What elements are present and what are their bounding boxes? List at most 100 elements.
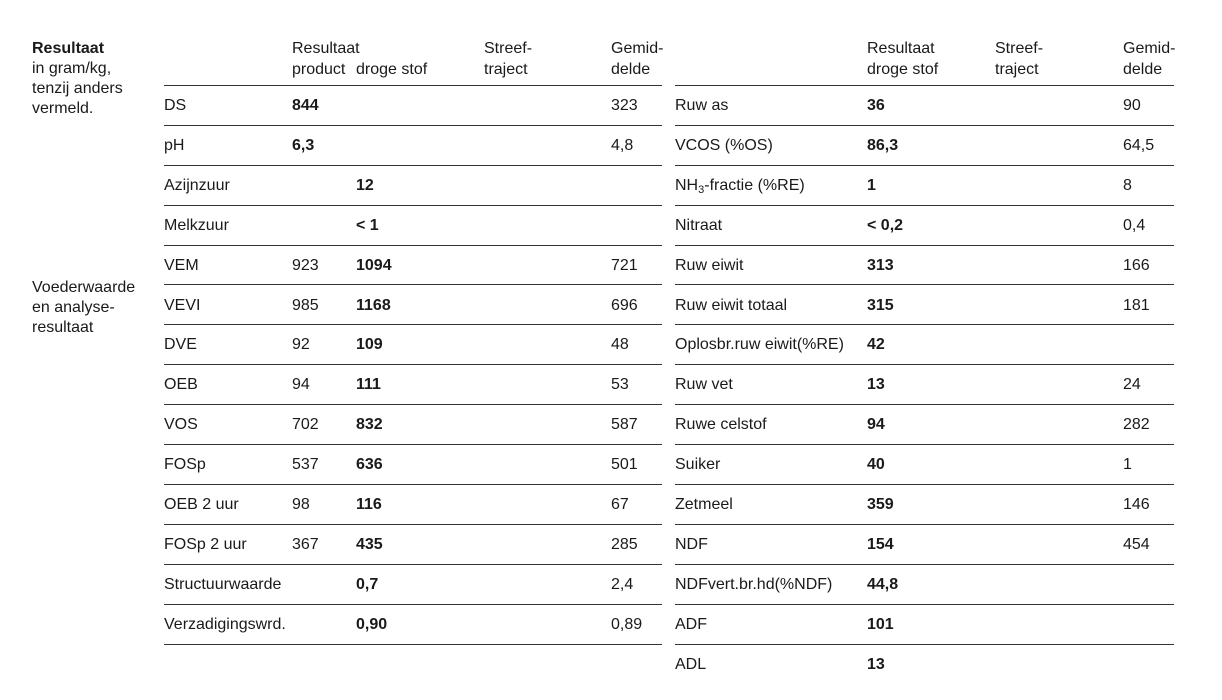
average-value: 454 — [1123, 535, 1150, 553]
average-value: 67 — [611, 496, 629, 513]
left-header-target: Streef- traject — [484, 38, 532, 80]
table-row: ADL 13 — [675, 645, 1174, 684]
table-row: Ruw eiwit totaal 315 181 — [675, 286, 1174, 326]
average-value: 696 — [611, 296, 638, 314]
header-average-l2: delde — [611, 61, 651, 78]
average-value: 282 — [1123, 416, 1150, 434]
average-value: 0,4 — [1123, 216, 1146, 234]
header-target-l2: traject — [484, 61, 528, 78]
average-value: 166 — [1123, 256, 1150, 274]
dry-matter-value: 1168 — [356, 296, 391, 314]
dry-matter-value: 101 — [867, 615, 894, 633]
dry-matter-value: 435 — [356, 535, 383, 553]
row-label: DS — [164, 97, 187, 114]
left-header-average: Gemid- delde — [611, 38, 663, 80]
dry-matter-value: 111 — [356, 376, 381, 394]
header-average-l1: Gemid- — [611, 40, 664, 57]
dry-matter-value: 1094 — [356, 256, 392, 274]
table-row: Structuurwaarde 0,7 2,4 — [164, 565, 662, 605]
row-label: Ruw as — [675, 97, 729, 114]
row-label: Ruw vet — [675, 376, 733, 394]
row-label: NH3-fractie (%RE) — [675, 176, 805, 196]
row-label: FOSp — [164, 456, 206, 474]
row-label: Ruw eiwit totaal — [675, 296, 788, 314]
dry-matter-value: < 1 — [356, 216, 379, 234]
table-row: Melkzuur < 1 — [164, 206, 662, 246]
dry-matter-value: 359 — [867, 496, 894, 513]
table-row: Azijnzuur 12 — [164, 166, 662, 206]
row-label: OEB — [164, 376, 198, 394]
row-label: Verzadigingswrd. — [164, 615, 286, 633]
table-row: Verzadigingswrd. 0,90 0,89 — [164, 605, 662, 645]
table-row: NDF 154 454 — [675, 525, 1174, 565]
average-value: 146 — [1123, 496, 1150, 513]
average-value: 8 — [1123, 176, 1132, 194]
dry-matter-value: 0,90 — [356, 615, 388, 633]
dry-matter-value: 12 — [356, 176, 374, 194]
average-value: 24 — [1123, 376, 1141, 394]
product-value: 923 — [292, 256, 319, 274]
product-value: 367 — [292, 535, 319, 553]
dry-matter-value: 13 — [867, 376, 885, 394]
dry-matter-value: 116 — [356, 496, 382, 513]
table-row: OEB 2 uur 98 116 67 — [164, 485, 662, 525]
product-value: 537 — [292, 456, 319, 474]
result-title: Resultaat — [32, 40, 105, 57]
dry-matter-value: 0,7 — [356, 575, 379, 593]
right-header-result: Resultaat droge stof — [867, 38, 938, 80]
feed-note-line: en analyse- — [32, 299, 115, 316]
table-row: Ruw as 36 90 — [675, 86, 1174, 126]
row-label: OEB 2 uur — [164, 496, 239, 513]
average-value: 2,4 — [611, 575, 634, 593]
dry-matter-value: 86,3 — [867, 136, 899, 154]
header-dry-matter: droge stof — [356, 61, 428, 78]
result-note-line: tenzij anders — [32, 80, 123, 97]
dry-matter-value: 154 — [867, 535, 894, 553]
average-value: 285 — [611, 535, 638, 553]
row-label: Nitraat — [675, 216, 723, 234]
table-row: FOSp 537 636 501 — [164, 445, 662, 485]
dry-matter-value: 1 — [867, 176, 876, 194]
dry-matter-value: 313 — [867, 256, 894, 274]
header-target-l1: Streef- — [484, 40, 533, 57]
dry-matter-value: 44,8 — [867, 575, 899, 593]
table-row: VEVI 985 1168 696 — [164, 286, 662, 326]
dry-matter-value: 36 — [867, 97, 885, 114]
average-value: 501 — [611, 456, 638, 474]
table-row: NH3-fractie (%RE) 1 8 — [675, 166, 1174, 206]
dry-matter-value: 40 — [867, 456, 885, 474]
header-product: product — [292, 61, 346, 78]
product-value: 985 — [292, 296, 319, 314]
table-row: Ruw eiwit 313 166 — [675, 246, 1174, 286]
product-value: 98 — [292, 496, 310, 513]
row-label: VCOS (%OS) — [675, 136, 773, 154]
average-value: 323 — [611, 97, 638, 114]
row-label: VEVI — [164, 296, 201, 314]
header-target-l1: Streef- — [995, 40, 1044, 57]
row-label: VEM — [164, 256, 199, 274]
row-label: VOS — [164, 416, 198, 434]
header-average-l1: Gemid- — [1123, 40, 1176, 57]
left-table-top-rule — [164, 85, 662, 86]
dry-matter-value: 832 — [356, 416, 383, 434]
header-result-l1: Resultaat — [292, 40, 360, 57]
left-header-result: Resultaat — [292, 38, 360, 59]
row-label: pH — [164, 136, 185, 154]
table-row: VCOS (%OS) 86,3 64,5 — [675, 126, 1174, 166]
dry-matter-value: 109 — [356, 336, 383, 354]
table-row: Ruw vet 13 24 — [675, 365, 1174, 406]
table-row: DVE 92 109 48 — [164, 325, 662, 366]
row-label: Melkzuur — [164, 216, 229, 234]
row-label: NDFvert.br.hd(%NDF) — [675, 575, 833, 593]
dry-matter-value: 13 — [867, 655, 885, 673]
row-label: Ruwe celstof — [675, 416, 767, 434]
product-value: 6,3 — [292, 136, 315, 154]
table-row: VEM 923 1094 721 — [164, 246, 662, 286]
row-label: NDF — [675, 535, 708, 553]
feed-note-line: Voederwaarde — [32, 279, 136, 296]
product-value: 94 — [292, 376, 310, 394]
dry-matter-value: 42 — [867, 336, 885, 354]
dry-matter-value: < 0,2 — [867, 216, 904, 234]
average-value: 721 — [611, 256, 638, 274]
row-label: Zetmeel — [675, 496, 733, 513]
